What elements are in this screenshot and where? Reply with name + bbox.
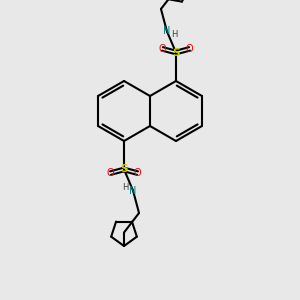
Text: S: S: [172, 47, 180, 58]
Text: N: N: [129, 185, 137, 196]
Text: H: H: [122, 183, 129, 192]
Text: S: S: [120, 164, 128, 175]
Text: O: O: [134, 168, 141, 178]
Text: H: H: [171, 30, 178, 39]
Text: O: O: [107, 168, 114, 178]
Text: N: N: [163, 26, 171, 37]
Text: O: O: [159, 44, 166, 54]
Text: O: O: [186, 44, 193, 54]
